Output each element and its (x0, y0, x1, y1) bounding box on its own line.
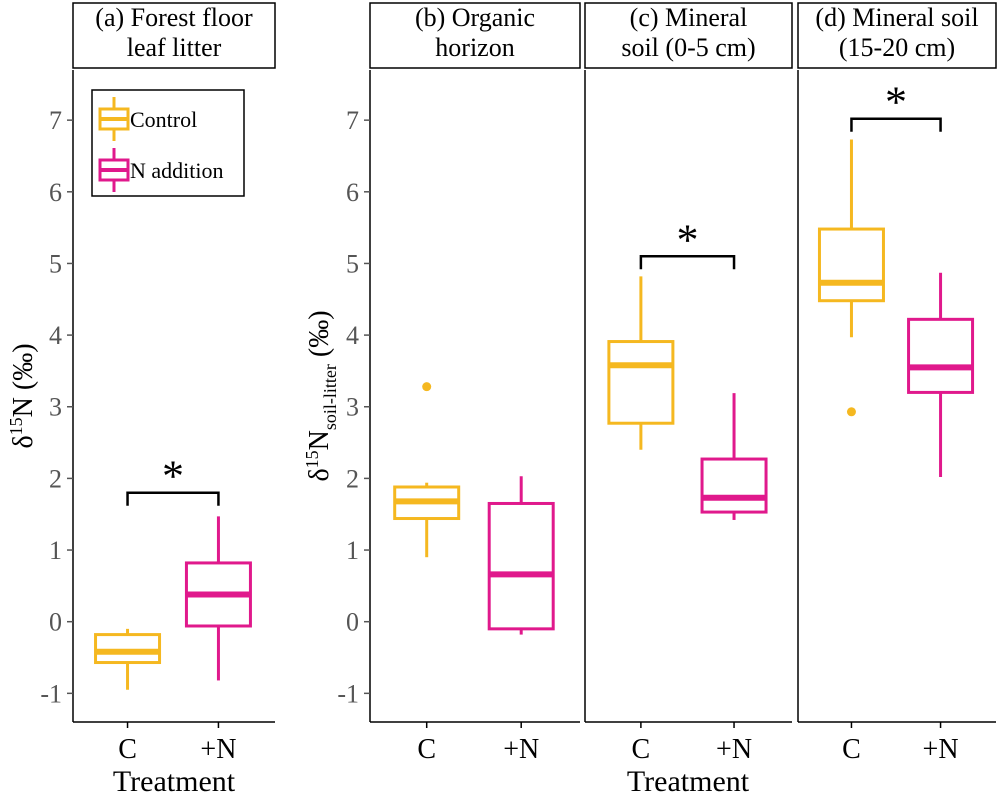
panel-d-title-line-2: (15-20 cm) (839, 33, 955, 62)
legend-label-n-addition: N addition (130, 158, 224, 183)
panel-c-box-n-addition (700, 393, 768, 520)
significance-bracket (850, 117, 942, 132)
panel-b-y-tick-label: 5 (346, 249, 359, 278)
panel-a-y-tick-label: 7 (49, 106, 62, 135)
significance-star: * (885, 78, 907, 127)
panel-c-x-tick-label-n-addition: +N (716, 734, 752, 765)
box-iqr (700, 457, 768, 514)
significance-bracket (126, 491, 220, 506)
significance-star: * (676, 215, 698, 264)
outlier-point (846, 407, 856, 417)
panel-c-significance: * (639, 215, 736, 270)
legend-label-control: Control (130, 107, 197, 132)
panel-a-y-tick-label: 0 (49, 608, 62, 637)
box-iqr (907, 317, 975, 394)
box-iqr (94, 633, 162, 665)
panel-d-significance: * (850, 78, 942, 132)
panel-c-x-tick-label-control: C (632, 734, 651, 765)
panel-a-significance: * (126, 452, 220, 506)
panel-a-x-tick-label-n-addition: +N (200, 734, 236, 765)
panel-a-box-n-addition (184, 516, 252, 681)
panel-a-title-line-1: (a) Forest floor (95, 3, 253, 32)
panel-b-y-tick-label: -1 (337, 679, 359, 708)
outlier-point (422, 382, 432, 392)
panel-b-x-tick-label-control: C (417, 734, 436, 765)
panel-a-y-tick-label: -1 (40, 679, 62, 708)
x-axis-title-left: Treatment (113, 765, 236, 794)
panel-a-y-axis-title: δ15N (‰) (6, 343, 39, 448)
panel-a-title-strip (72, 2, 276, 69)
panel-d-x-tick-label-control: C (842, 734, 861, 765)
panel-a-y-tick-label: 2 (49, 464, 62, 493)
legend-entry-control: Control (98, 97, 197, 141)
panel-d-box-n-addition (907, 272, 975, 477)
panel-a-y-tick-label: 5 (49, 249, 62, 278)
legend: Control N addition (91, 89, 245, 197)
panel-a-y-tick-label: 6 (49, 178, 62, 207)
panel-d-box-control (817, 139, 885, 417)
panel-b-y-tick-label: 1 (346, 536, 359, 565)
panel-b-y-tick-label: 6 (346, 178, 359, 207)
panel-b-title-line-1: (b) Organic (415, 3, 535, 32)
box-iqr (817, 227, 885, 303)
panel-a-box-control (94, 628, 162, 690)
significance-bracket (639, 255, 736, 270)
panel-a-y-tick-label: 4 (49, 321, 62, 350)
panel-a-title-line-2: leaf litter (127, 33, 222, 62)
panel-b-title-line-2: horizon (435, 33, 514, 62)
legend-entry-n-addition: N addition (98, 148, 224, 192)
x-axis-title-right: Treatment (627, 765, 750, 794)
panel-c-title-strip (584, 2, 793, 69)
significance-star: * (162, 452, 184, 501)
panel-b-y-tick-label: 0 (346, 608, 359, 637)
panel-b-box-n-addition (487, 476, 555, 635)
panel-b-y-tick-label: 3 (346, 393, 359, 422)
panel-a-x-tick-label-control: C (118, 734, 137, 765)
panel-a-y-tick-label: 1 (49, 536, 62, 565)
box-iqr (607, 340, 675, 425)
panel-b-y-tick-label: 7 (346, 106, 359, 135)
box-iqr (487, 501, 555, 631)
panel-c-title-line-2: soil (0-5 cm) (621, 33, 755, 62)
panel-b-x-tick-label-n-addition: +N (503, 734, 539, 765)
panel-b-box-control (393, 382, 461, 558)
panel-d-title-line-1: (d) Mineral soil (815, 3, 978, 32)
panel-b-y-tick-label: 4 (346, 321, 359, 350)
panel-d: (d) Mineral soil(15-20 cm) C +N * (797, 2, 997, 765)
panel-b-y-axis-title: δ15Nsoil-litter (‰) (302, 310, 340, 481)
panel-b-title-strip (369, 2, 581, 69)
panel-b-y-tick-label: 2 (346, 464, 359, 493)
panel-a-y-tick-label: 3 (49, 393, 62, 422)
panel-c-box-control (607, 276, 675, 450)
panel-d-x-tick-label-n-addition: +N (923, 734, 959, 765)
panel-d-title-strip (797, 2, 997, 69)
panel-c-title-line-1: (c) Mineral (630, 3, 748, 32)
